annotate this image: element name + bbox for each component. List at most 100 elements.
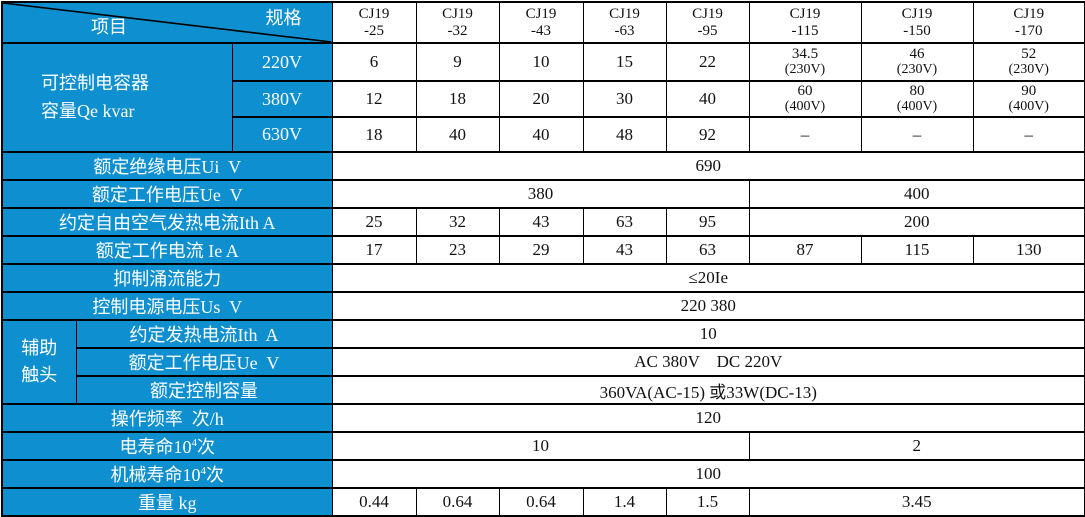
value: 2	[912, 436, 922, 455]
capacity-label-line1: 可控制电容器	[41, 72, 149, 93]
value: 0.44	[359, 492, 389, 511]
label: 额定工作电压Ue V	[91, 185, 243, 205]
label: 控制电源电压Us V	[92, 297, 243, 317]
label: 电寿命10	[119, 437, 192, 457]
row-value: 43	[498, 207, 584, 237]
value: 40	[699, 89, 716, 108]
label: 约定发热电流Ith A	[129, 325, 279, 345]
value: 43	[616, 240, 633, 259]
label: 约定自由空气发热电流Ith A	[59, 213, 276, 233]
value: 380	[527, 184, 554, 203]
model-size: -32	[447, 22, 468, 39]
table-row: 380V 12 18 20 30 40 60 (400V) 80 (400V) 90…	[2, 80, 1085, 118]
row-value: 0.64	[415, 487, 500, 517]
row-label: 额定绝缘电压Ui V	[1, 151, 333, 181]
row-value: 115	[860, 235, 974, 265]
capacity-value: 90 (400V)	[972, 80, 1085, 118]
value: 60	[797, 82, 813, 99]
value-note: (230V)	[1008, 61, 1049, 77]
value: 3.45	[901, 492, 932, 511]
capacity-value: 46 (230V)	[860, 42, 974, 82]
row-value: 220 380	[331, 291, 1085, 321]
table-row: 可控制电容器 容量Qe kvar 220V 6 9 10 15 22 34.5(…	[1, 42, 1085, 153]
row-label: 控制电源电压Us V	[1, 291, 333, 321]
row-value: 87	[748, 235, 862, 265]
value: 25	[365, 212, 383, 231]
row-label: 约定发热电流Ith A	[75, 319, 333, 349]
value: 220 380	[680, 296, 736, 315]
value: 115	[904, 240, 930, 259]
row-value: 32	[415, 207, 500, 237]
corner-item-label: 项目	[91, 17, 127, 37]
value-note: (400V)	[784, 98, 826, 114]
aux-group-line1: 辅助	[21, 338, 58, 358]
value: 0.64	[526, 492, 556, 511]
value: 92	[699, 124, 716, 144]
capacity-value: 34.5 (230V)	[748, 42, 862, 82]
value: 400	[904, 184, 930, 203]
row-label: 额定工作电压Ue V	[75, 347, 333, 377]
row-label: 额定工作电流 Ie A	[1, 235, 333, 265]
voltage-label: 630V	[262, 124, 302, 144]
model-size: -115	[791, 22, 819, 39]
row-value: 120	[331, 403, 1085, 433]
value: 15	[616, 52, 633, 71]
label-superscript: 4	[191, 437, 198, 449]
voltage-label: 220V	[262, 51, 302, 72]
capacity-value: 20	[498, 80, 584, 118]
model-size: -170	[1015, 22, 1043, 39]
row-value: 43	[582, 235, 667, 265]
value: 690	[695, 156, 722, 175]
capacity-value: 48	[582, 116, 667, 153]
table-row: 630V 18 40 40 48 92 – – –	[2, 116, 1085, 153]
table-row: 额定绝缘电压Ui V 690	[1, 151, 1085, 181]
model-header: CJ19 -95	[665, 1, 750, 44]
value: 10	[532, 52, 550, 71]
row-value: 130	[972, 235, 1085, 265]
table-row: 抑制涌流能力 ≤20Ie	[1, 263, 1085, 293]
value: 17	[365, 240, 383, 259]
row-value: 200	[748, 207, 1085, 237]
model-name: CJ19	[358, 6, 390, 23]
value: 32	[449, 212, 466, 231]
value: 48	[616, 124, 633, 144]
row-value: 95	[665, 207, 750, 237]
model-header: CJ19 -170	[972, 1, 1085, 44]
value: 18	[449, 89, 466, 108]
value: 43	[532, 212, 550, 231]
table-row: 约定自由空气发热电流Ith A 25 32 43 63 95 200	[1, 207, 1085, 237]
capacity-value: –	[972, 116, 1085, 153]
capacity-value: 6	[331, 42, 417, 82]
row-value: ≤20Ie	[331, 263, 1085, 293]
capacity-label: 可控制电容器 容量Qe kvar	[1, 42, 233, 153]
voltage-row-label: 630V	[231, 116, 333, 153]
label: 额定控制容量	[150, 381, 258, 401]
model-name: CJ19	[442, 6, 473, 23]
value: 18	[365, 124, 383, 144]
capacity-value: 18	[415, 80, 500, 118]
model-name: CJ19	[692, 6, 723, 23]
value: 30	[616, 89, 633, 108]
corner-cell: 项目 规格	[1, 1, 333, 44]
table-row: 重量 kg 0.44 0.64 0.64 1.4 1.5 3.45	[1, 487, 1085, 517]
row-value: 17	[331, 235, 417, 265]
label: 额定绝缘电压Ui V	[93, 157, 242, 177]
aux-group-line2: 触头	[21, 365, 58, 385]
value: 130	[1016, 240, 1042, 259]
capacity-value: 12	[331, 80, 417, 118]
value-note: (400V)	[896, 98, 938, 114]
capacity-value: 15	[582, 42, 667, 82]
row-label: 操作频率 次/h	[1, 403, 333, 433]
label-suffix: 次	[206, 465, 224, 485]
label-suffix: 次	[197, 437, 215, 457]
value: 34.5	[791, 45, 819, 62]
voltage-row-label: 220V	[231, 42, 333, 82]
model-name: CJ19	[789, 6, 821, 23]
value: 200	[904, 212, 930, 231]
row-value: 400	[748, 179, 1085, 209]
diagonal-line	[3, 3, 332, 42]
table-row: 控制电源电压Us V 220 380	[1, 291, 1085, 321]
value: 10	[699, 324, 717, 343]
model-header: CJ19 -43	[498, 1, 584, 44]
